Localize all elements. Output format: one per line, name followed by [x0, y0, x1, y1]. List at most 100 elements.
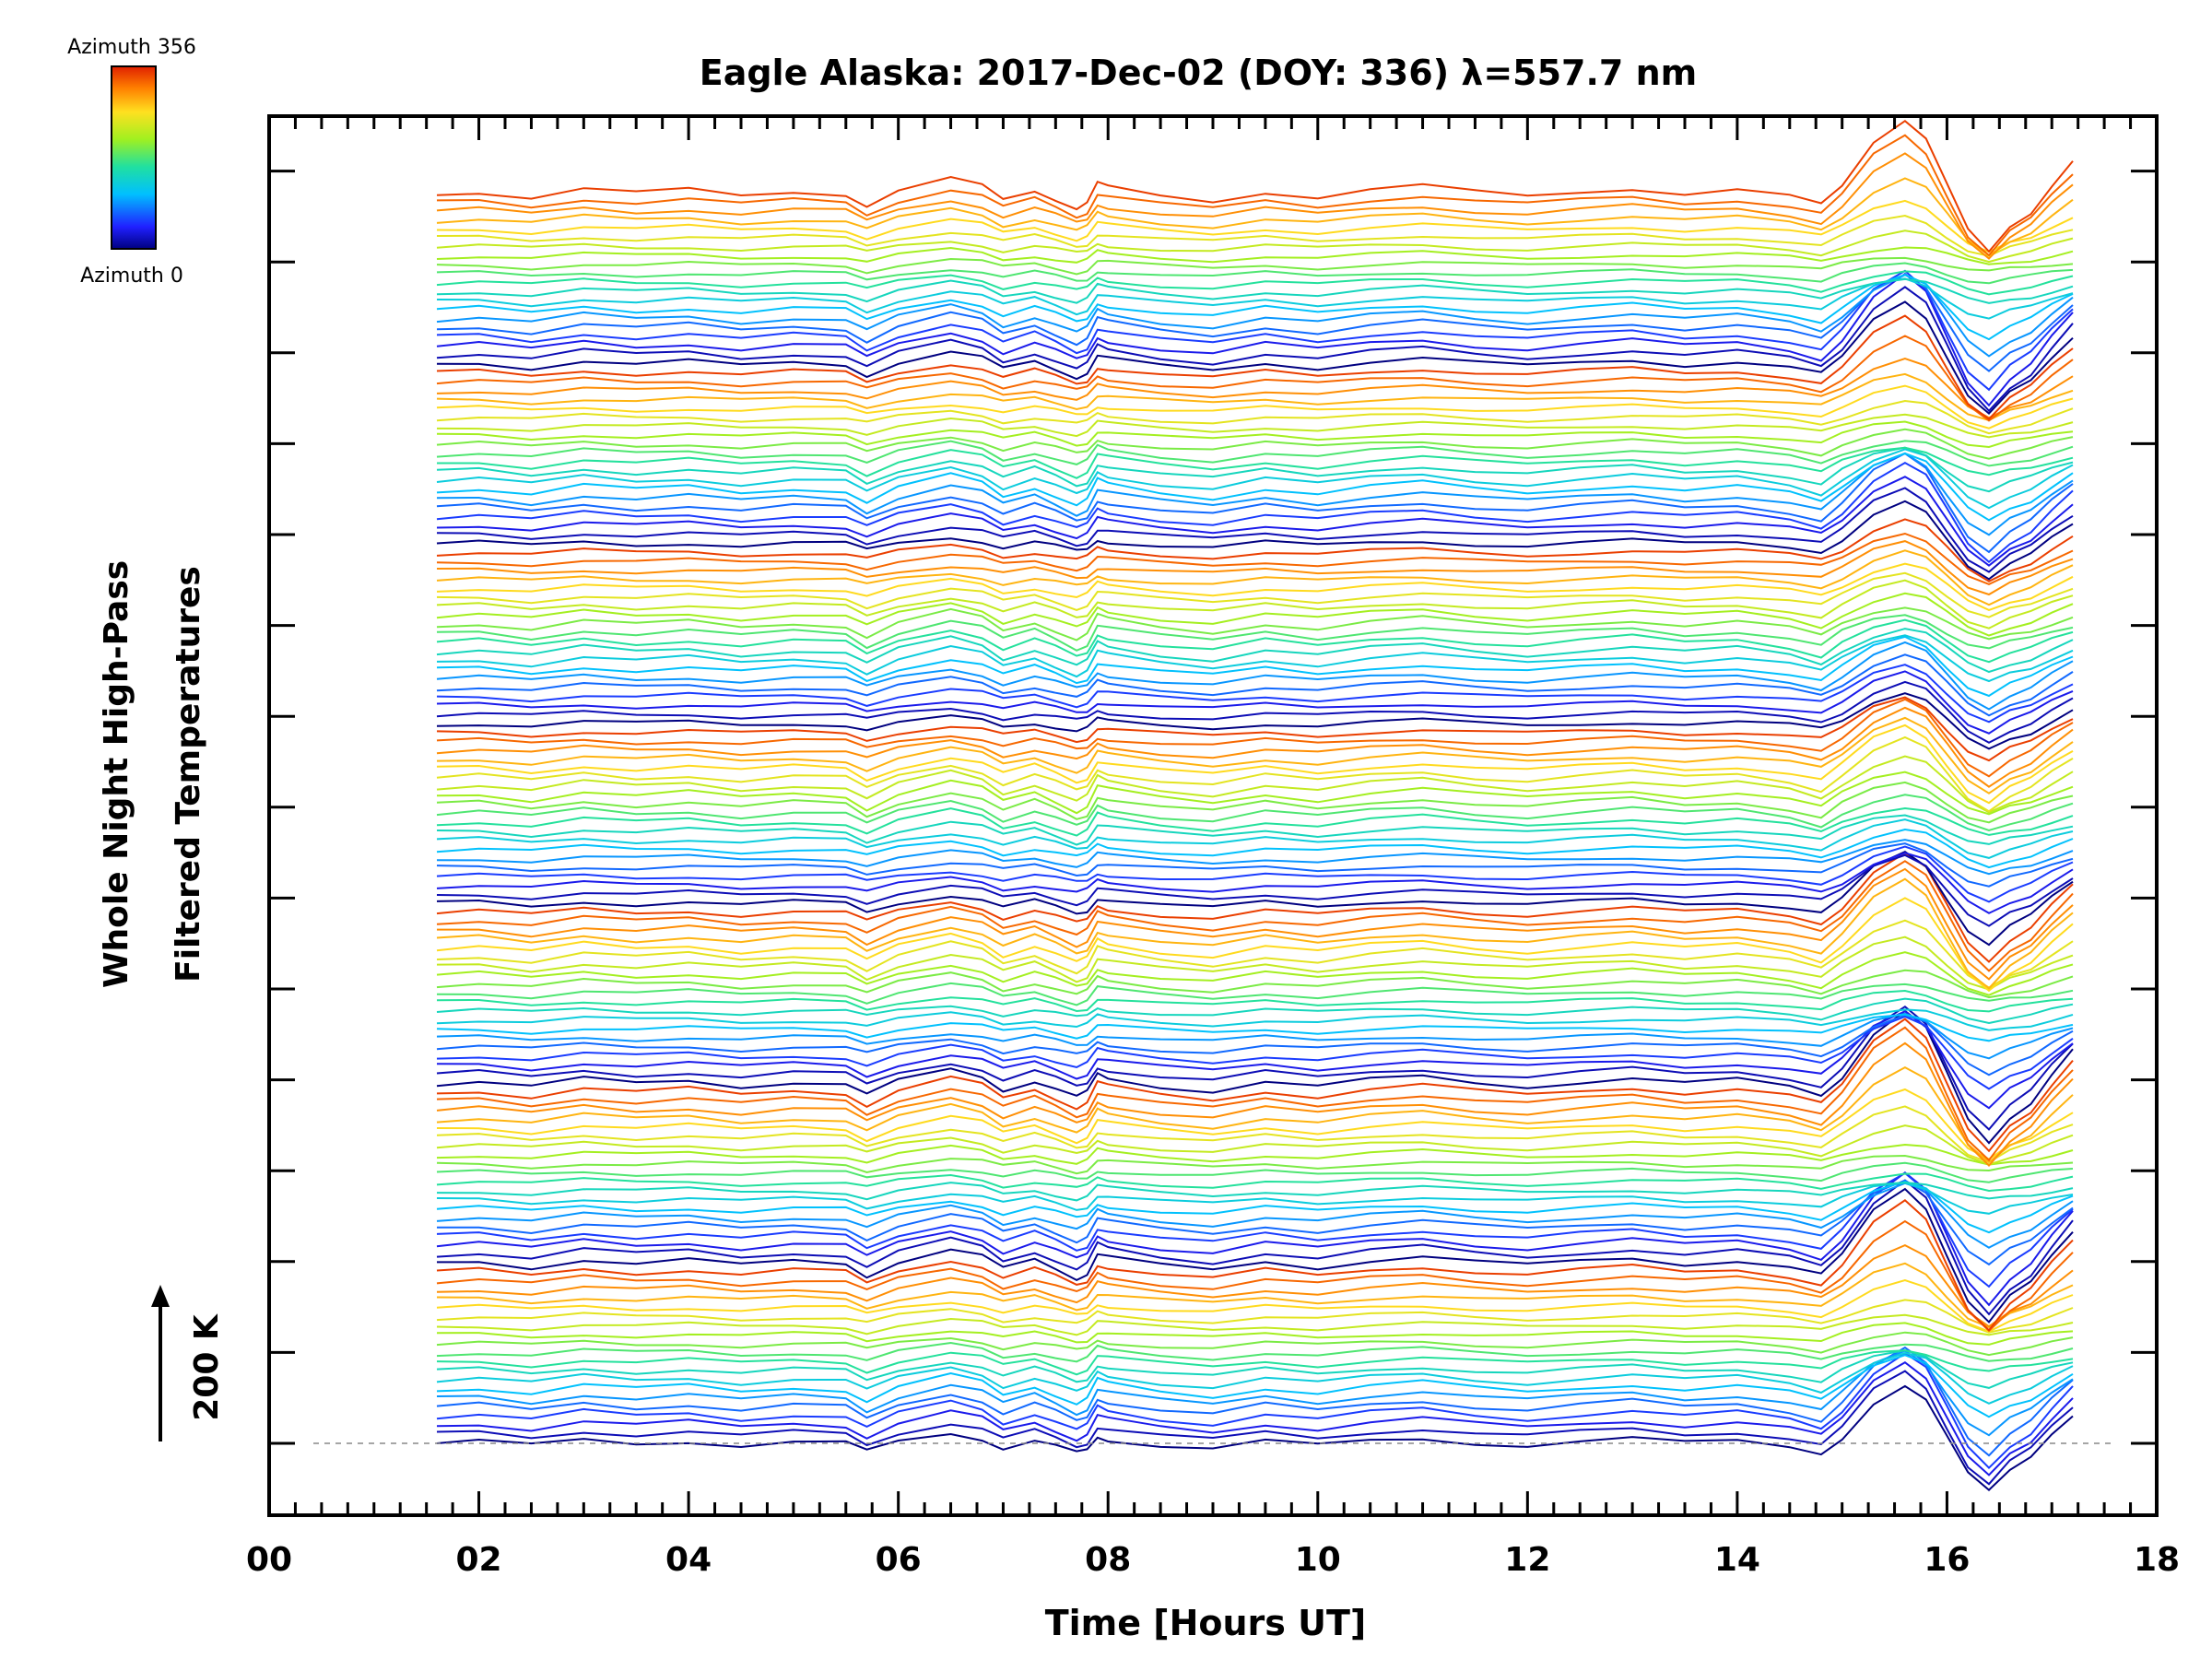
series-trace: [437, 867, 2074, 981]
series-trace: [436, 119, 2074, 253]
series-trace: [436, 641, 2074, 711]
series-trace: [436, 571, 2074, 618]
series-trace: [436, 670, 2074, 735]
series-trace: [436, 614, 2074, 652]
series-traces: [436, 119, 2074, 1491]
series-trace: [436, 618, 2074, 664]
series-trace: [436, 134, 2074, 257]
series-trace: [436, 680, 2074, 744]
series-trace: [436, 1187, 2074, 1324]
series-trace: [436, 842, 2074, 888]
series-trace: [436, 487, 2074, 573]
series-trace: [436, 1018, 2074, 1153]
colorbar-gradient: [111, 65, 157, 250]
series-trace: [436, 755, 2074, 814]
series-trace: [436, 771, 2074, 816]
scale-indicator: 200 K: [151, 1285, 226, 1441]
series-trace: [436, 839, 2074, 876]
series-trace: [436, 314, 2074, 420]
series-trace: [436, 1341, 2074, 1363]
series-trace: [436, 1015, 2074, 1090]
colorbar: Azimuth 356 Azimuth 0: [67, 36, 196, 288]
series-trace: [436, 1026, 2074, 1162]
plot-axes: [267, 114, 2159, 1517]
series-trace: [436, 1243, 2074, 1328]
series-trace: [436, 199, 2074, 253]
series-trace: [436, 286, 2074, 413]
series-trace: [436, 446, 2074, 493]
series-trace: [436, 440, 2074, 467]
series-trace: [436, 1181, 2074, 1234]
series-trace: [436, 1219, 2074, 1333]
series-trace: [436, 1331, 2074, 1357]
series-trace: [436, 256, 2074, 276]
x-tick-label: 00: [246, 1541, 292, 1579]
series-trace: [436, 1105, 2074, 1163]
series-trace: [436, 897, 2074, 993]
series-trace: [436, 1313, 2074, 1336]
series-trace: [436, 919, 2074, 989]
series-trace: [436, 1065, 2074, 1164]
series-trace: [436, 828, 2074, 869]
series-trace: [436, 1171, 2074, 1288]
series-trace: [436, 845, 2074, 903]
series-trace: [436, 1262, 2074, 1329]
series-trace: [436, 1181, 2074, 1202]
series-trace: [436, 549, 2074, 606]
x-tick-label: 06: [876, 1541, 922, 1579]
series-trace: [436, 399, 2074, 435]
chart-title: Eagle Alaska: 2017-Dec-02 (DOY: 336) λ=5…: [700, 53, 1698, 93]
series-trace: [436, 1370, 2074, 1486]
series-trace: [436, 540, 2074, 596]
series-trace: [436, 579, 2074, 629]
series-trace: [436, 706, 2074, 788]
series-trace: [436, 696, 2074, 762]
series-trace: [436, 818, 2074, 859]
series-trace: [436, 1299, 2074, 1334]
series-trace: [436, 794, 2074, 831]
x-tick-label: 08: [1085, 1541, 1131, 1579]
series-trace: [436, 358, 2074, 419]
series-trace: [436, 814, 2074, 846]
series-trace: [436, 262, 2074, 285]
series-trace: [436, 214, 2074, 257]
series-trace: [436, 653, 2074, 717]
series-trace: [436, 1199, 2074, 1332]
x-tick-label: 12: [1504, 1541, 1550, 1579]
series-trace: [436, 1361, 2074, 1477]
series-trace: [436, 1354, 2074, 1418]
series-trace: [436, 452, 2074, 536]
x-tick-label: 10: [1295, 1541, 1341, 1579]
series-trace: [436, 1172, 2074, 1193]
series-trace: [436, 277, 2074, 320]
series-trace: [436, 935, 2074, 991]
series-trace: [436, 1179, 2074, 1316]
series-trace: [436, 989, 2074, 1013]
colorbar-bottom-label: Azimuth 0: [80, 265, 183, 288]
series-trace: [436, 1041, 2074, 1167]
series-trace: [436, 1322, 2074, 1346]
y-axis-label-line2: Filtered Temperatures: [170, 566, 207, 982]
series-trace: [436, 628, 2074, 674]
series-trace: [436, 664, 2074, 724]
series-trace: [436, 606, 2074, 641]
series-trace: [436, 1349, 2074, 1376]
series-trace: [436, 724, 2074, 805]
scale-label: 200 K: [188, 1313, 226, 1421]
series-trace: [436, 1346, 2074, 1457]
series-trace: [436, 246, 2074, 265]
x-tick-label: 18: [2134, 1541, 2180, 1579]
series-trace: [436, 461, 2074, 564]
series-trace: [436, 518, 2074, 582]
series-trace: [436, 982, 2074, 1006]
series-trace: [436, 1013, 2074, 1042]
series-trace: [436, 806, 2074, 837]
x-tick-label: 14: [1714, 1541, 1760, 1579]
series-trace: [436, 270, 2074, 296]
series-trace: [436, 177, 2074, 257]
series-trace: [436, 384, 2074, 429]
series-trace: [436, 277, 2074, 304]
series-trace: [436, 562, 2074, 611]
